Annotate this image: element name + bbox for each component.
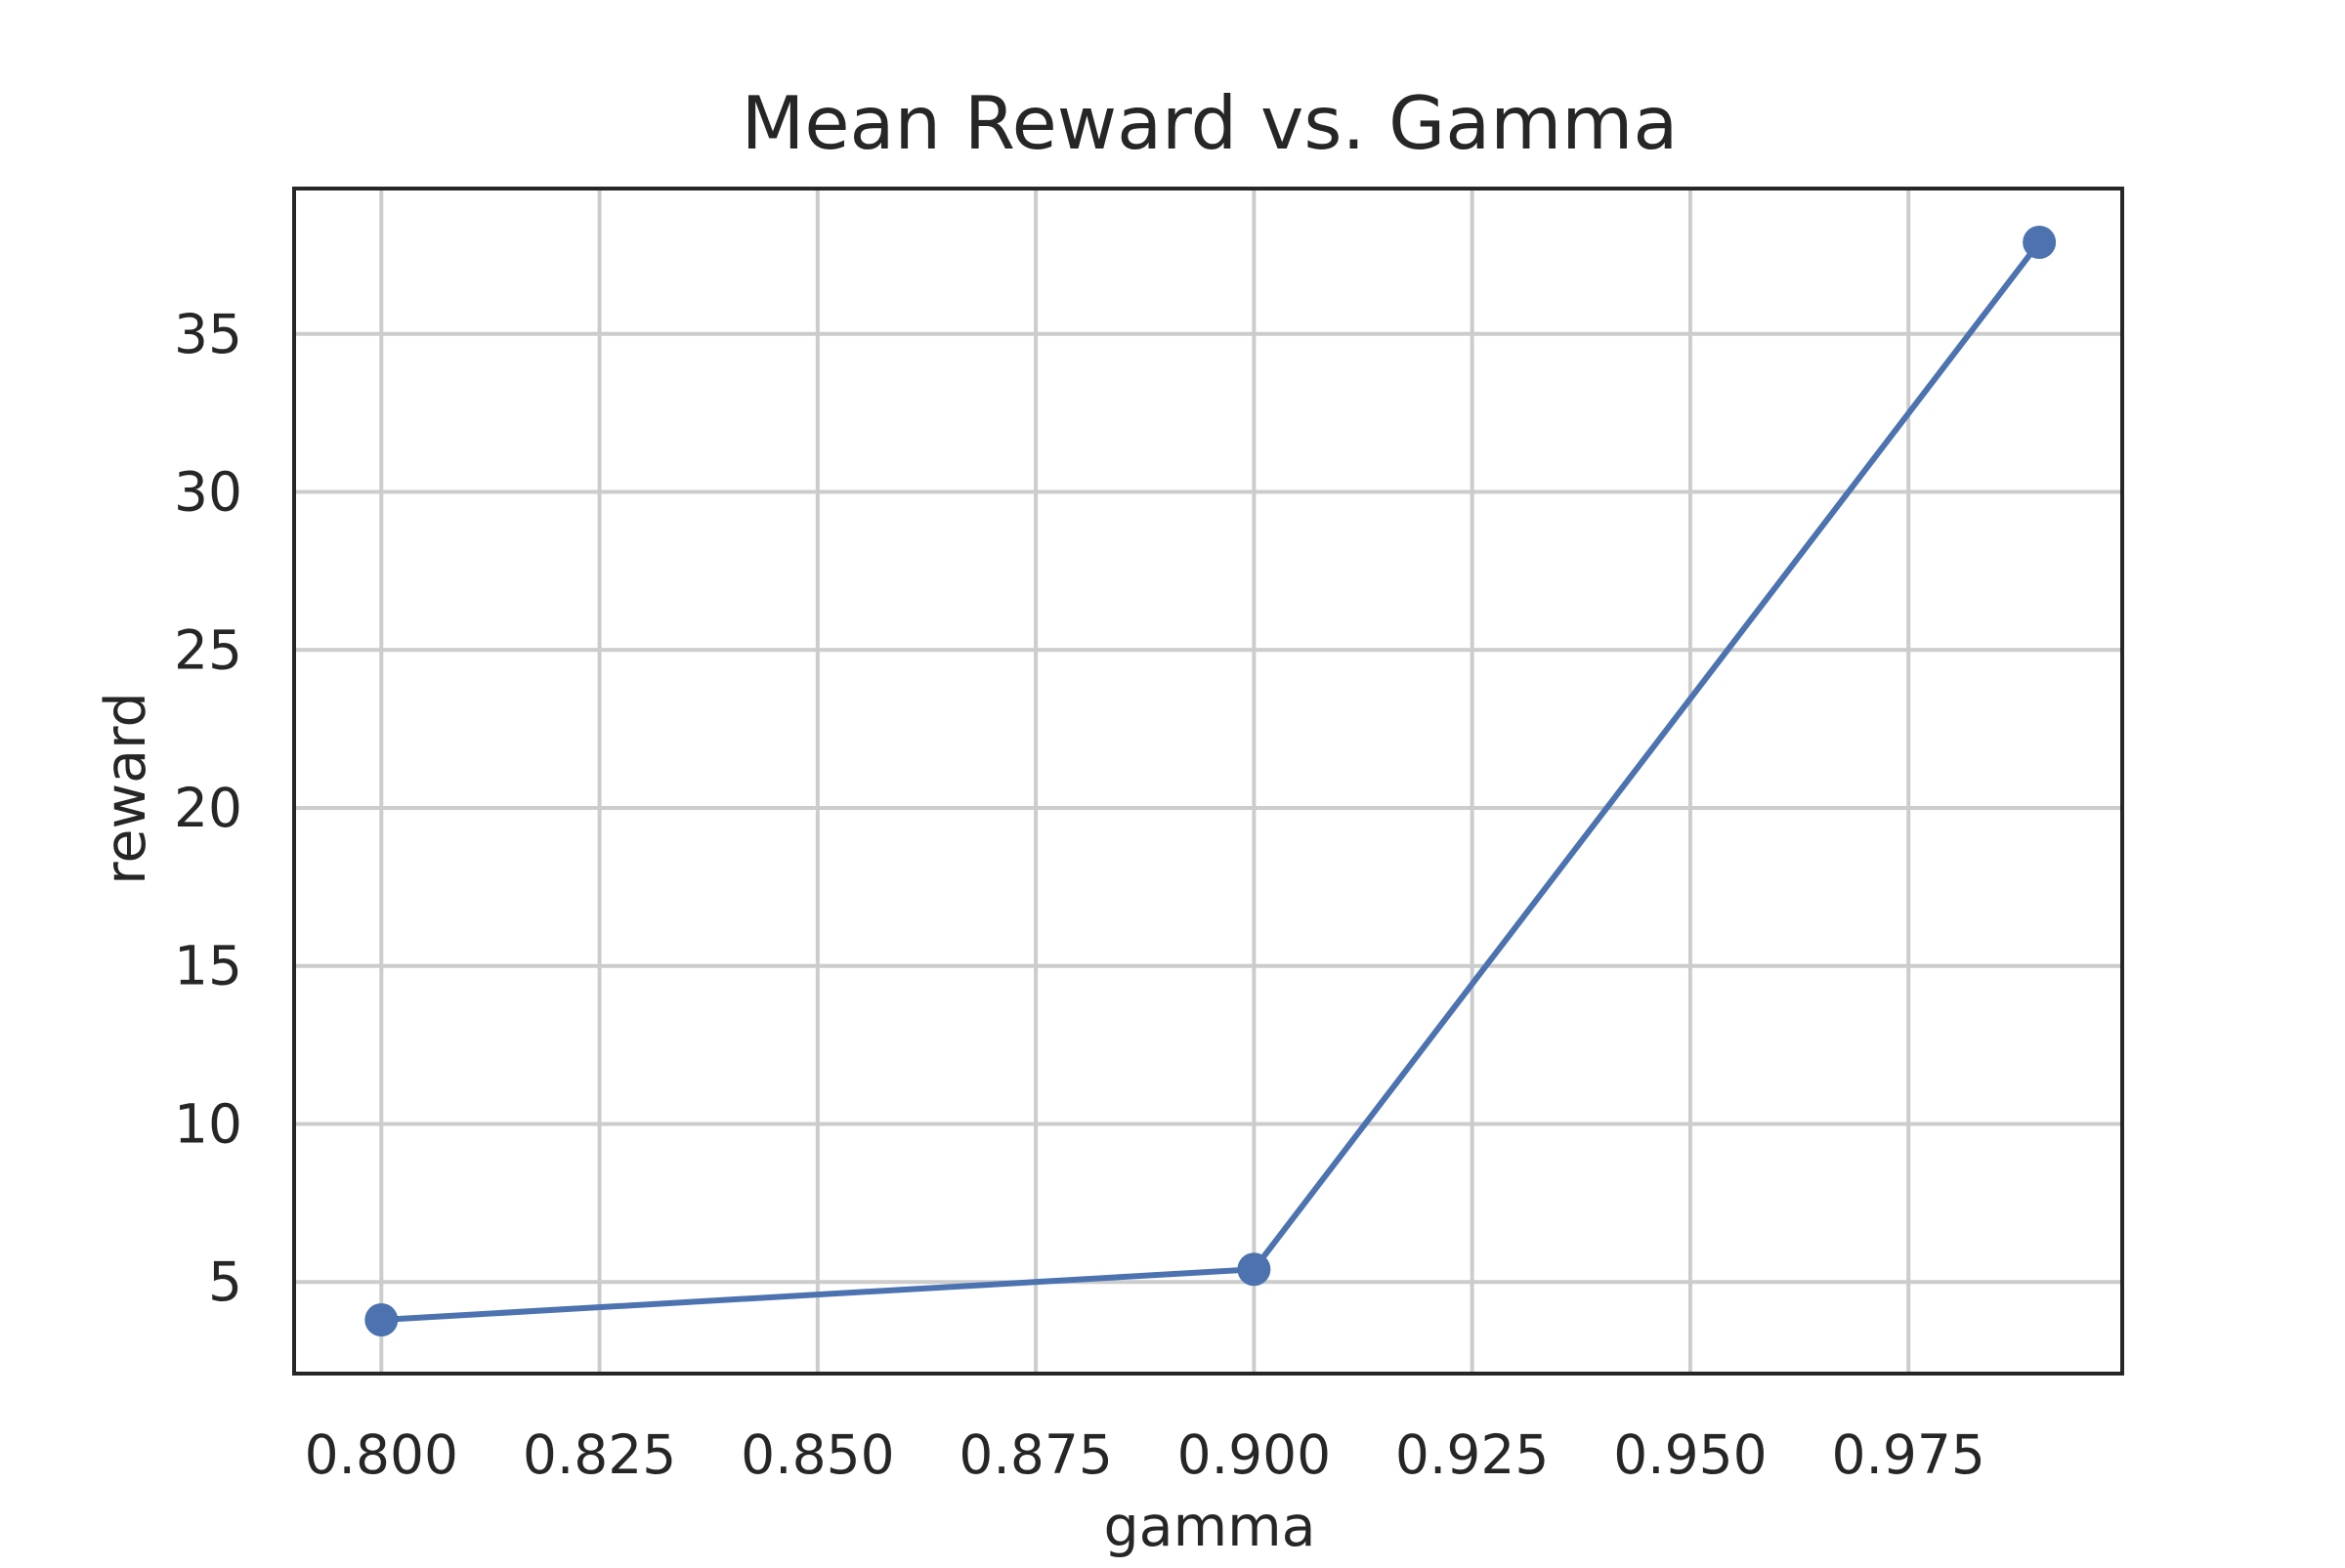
x-tick-label: 0.950 — [1613, 1423, 1767, 1486]
x-tick-label: 0.925 — [1395, 1423, 1549, 1486]
chart-title: Mean Reward vs. Gamma — [742, 80, 1679, 166]
x-tick-label: 0.850 — [741, 1423, 894, 1486]
y-axis-label: reward — [94, 692, 158, 884]
x-tick-label: 0.800 — [305, 1423, 458, 1486]
y-axis-ticks: 5 10 15 20 25 30 35 — [174, 303, 242, 1313]
data-point — [364, 1303, 399, 1337]
data-point — [1237, 1252, 1271, 1287]
x-tick-label: 0.825 — [523, 1423, 676, 1486]
y-tick-label: 20 — [174, 777, 242, 839]
x-axis-ticks: 0.800 0.825 0.850 0.875 0.900 0.925 0.950 0.975 — [305, 1423, 1985, 1486]
grid — [294, 189, 2122, 1374]
y-tick-label: 10 — [174, 1092, 242, 1155]
series-layer — [364, 225, 2057, 1337]
y-tick-label: 25 — [174, 618, 242, 681]
plot-frame — [292, 187, 2124, 1376]
x-tick-label: 0.875 — [959, 1423, 1112, 1486]
y-tick-label: 30 — [174, 461, 242, 524]
y-tick-label: 5 — [208, 1250, 242, 1313]
x-axis-label: gamma — [1103, 1495, 1315, 1559]
x-tick-label: 0.900 — [1177, 1423, 1331, 1486]
y-tick-label: 35 — [174, 303, 242, 365]
y-tick-label: 15 — [174, 935, 242, 997]
data-point — [2023, 225, 2057, 259]
x-tick-label: 0.975 — [1831, 1423, 1984, 1486]
